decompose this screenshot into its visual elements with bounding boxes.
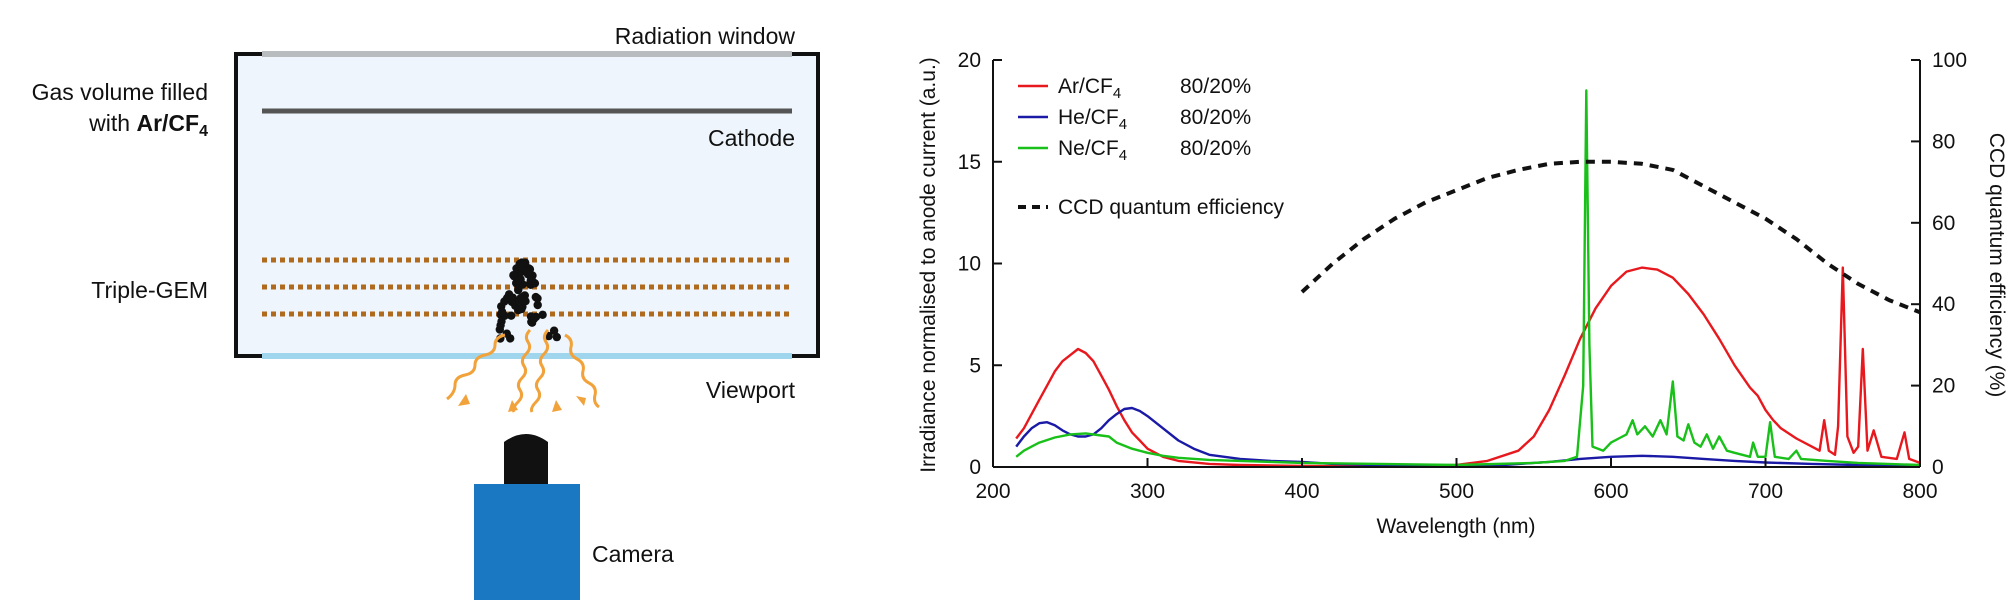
camera-icon: [474, 434, 580, 600]
electron-dot: [500, 297, 509, 306]
x-tick-label: 200: [975, 480, 1010, 503]
y2-axis-label: CCD quantum efficiency (%): [1985, 133, 2008, 398]
electron-dot: [526, 276, 535, 285]
y2-tick-label: 80: [1932, 130, 1955, 153]
ticks-layer: 200 300 400 500 600 700 8000510152002040608010…: [958, 49, 1967, 503]
y2-tick-label: 60: [1932, 212, 1955, 235]
y-tick-label: 0: [969, 456, 981, 479]
series-line: [1015, 266, 1921, 468]
series-line: [1300, 159, 1921, 315]
legend-label: CCD quantum efficiency: [1058, 196, 1285, 219]
electron-dot: [521, 258, 530, 267]
electron-dot: [496, 321, 505, 330]
electron-dot: [529, 314, 539, 323]
y-tick-label: 15: [958, 151, 981, 174]
legend-ratio: 80/20%: [1180, 137, 1251, 160]
y-tick-label: 10: [958, 253, 981, 276]
electron-dot: [523, 267, 532, 277]
x-tick-label: 400: [1284, 480, 1319, 503]
legend-ratio: 80/20%: [1180, 75, 1251, 98]
electron-dot: [549, 326, 559, 335]
electron-dot: [507, 311, 516, 320]
x-tick-label: 800: [1902, 480, 1937, 503]
x-tick-label: 700: [1748, 480, 1783, 503]
electron-avalanche-icon: [495, 258, 561, 343]
series-line: [1015, 406, 1921, 468]
viewport-label: Viewport: [706, 377, 796, 403]
legend-label: Ne/CF4: [1058, 137, 1127, 164]
camera-body: [474, 484, 580, 600]
series-layer: [1015, 89, 1921, 468]
gas-chamber: [236, 54, 818, 356]
y-axis-label: Irradiance normalised to anode current (…: [917, 57, 940, 473]
y2-tick-label: 20: [1932, 375, 1955, 398]
legend: Ar/CF4 80/20% He/CF4 80/20% Ne/CF4 80/20% CCD …: [1018, 75, 1285, 219]
chamber-frame: [234, 52, 820, 358]
electron-dot: [538, 310, 547, 319]
x-axis-label: Wavelength (nm): [1376, 515, 1535, 538]
photon-wave-icon: [446, 328, 600, 413]
x-tick-label: 300: [1130, 480, 1165, 503]
electron-dot: [533, 294, 542, 303]
electron-dot: [552, 332, 561, 342]
series-line: [1015, 89, 1921, 467]
electron-dot: [533, 300, 542, 310]
spectrum-chart: 200 300 400 500 600 700 8000510152002040608010…: [917, 49, 2008, 538]
camera-label: Camera: [592, 541, 674, 567]
electron-dot: [504, 290, 514, 299]
gas-volume-label: Gas volume filled: [32, 79, 208, 105]
x-tick-label: 500: [1439, 480, 1474, 503]
y2-tick-label: 100: [1932, 49, 1967, 72]
gem-detector-diagram: Radiation window Gas volume filled with …: [32, 23, 820, 600]
y-tick-label: 20: [958, 49, 981, 72]
radiation-window-label: Radiation window: [615, 23, 796, 49]
legend-label: He/CF4: [1058, 106, 1127, 133]
cathode-label: Cathode: [708, 125, 795, 151]
y2-tick-label: 0: [1932, 456, 1944, 479]
electron-dot: [515, 296, 524, 305]
y-tick-label: 5: [969, 354, 981, 377]
electron-dot: [509, 271, 518, 280]
gas-mixture-label: with Ar/CF4: [88, 110, 208, 140]
triple-gem-label: Triple-GEM: [91, 277, 208, 303]
x-tick-label: 600: [1593, 480, 1628, 503]
electron-dot: [517, 304, 526, 314]
camera-lens: [504, 434, 548, 484]
electron-dot: [497, 307, 507, 317]
legend-ratio: 80/20%: [1180, 106, 1251, 129]
y2-tick-label: 40: [1932, 293, 1955, 316]
legend-label: Ar/CF4: [1058, 75, 1121, 102]
